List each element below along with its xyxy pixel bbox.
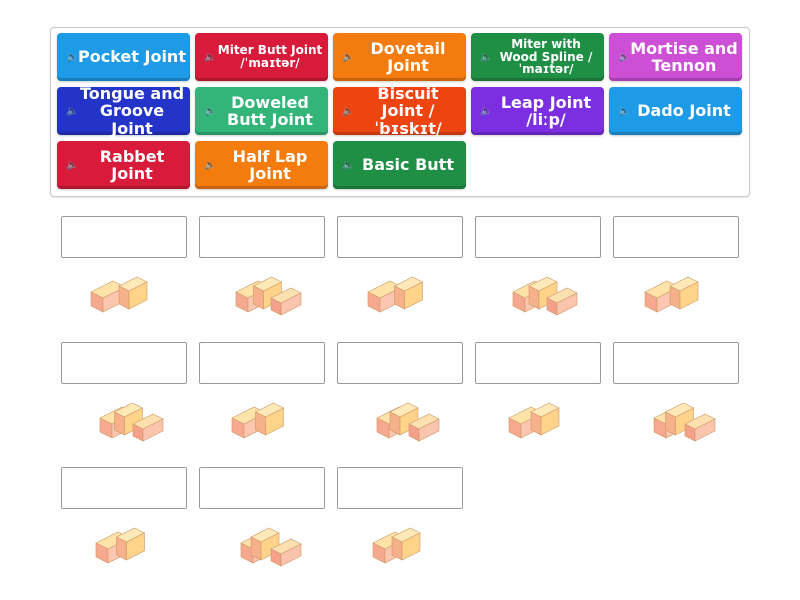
answer-tile[interactable]: 🔈 Half Lap Joint <box>195 141 328 189</box>
speaker-icon[interactable]: 🔈 <box>342 51 355 63</box>
joint-illustration <box>512 276 578 316</box>
joint-illustration <box>90 276 148 313</box>
drop-target[interactable] <box>475 216 601 258</box>
tile-label: Dovetail Joint <box>370 38 446 75</box>
tile-label: Basic Butt <box>362 155 454 175</box>
joint-illustration <box>653 402 716 442</box>
joint-illustration <box>508 402 560 439</box>
tile-label: Rabbet Joint <box>99 146 165 183</box>
drop-target[interactable] <box>337 342 463 384</box>
joint-illustration <box>372 527 421 564</box>
drop-target[interactable] <box>337 216 463 258</box>
drop-target[interactable] <box>199 216 325 258</box>
speaker-icon[interactable]: 🔈 <box>204 105 217 117</box>
speaker-icon[interactable]: 🔈 <box>66 105 79 117</box>
drop-target[interactable] <box>337 467 463 509</box>
speaker-icon[interactable]: 🔈 <box>66 51 79 63</box>
tile-label: Half Lap Joint <box>232 146 308 183</box>
drop-target[interactable] <box>199 467 325 509</box>
answer-tile[interactable]: 🔈 Pocket Joint <box>57 33 190 81</box>
speaker-icon[interactable]: 🔈 <box>66 159 79 171</box>
tile-label: Dado Joint <box>637 101 731 121</box>
answer-tile[interactable]: 🔈 Leap Joint /liːp/ <box>471 87 604 135</box>
answer-tile[interactable]: 🔈 Miter Butt Joint /ˈmaɪtər/ <box>195 33 328 81</box>
drop-target[interactable] <box>613 216 739 258</box>
answer-tile[interactable]: 🔈 Dado Joint <box>609 87 742 135</box>
answer-tile[interactable]: 🔈 Miter with Wood Spline /ˈmaɪtər/ <box>471 33 604 81</box>
tile-label: Pocket Joint <box>78 47 186 67</box>
tile-label: Leap Joint /liːp/ <box>500 92 592 129</box>
answer-tile[interactable]: 🔈 Tongue and Groove Joint <box>57 84 190 138</box>
tile-label: Doweled Butt Joint <box>227 92 313 129</box>
speaker-icon[interactable]: 🔈 <box>618 105 631 117</box>
tile-label: Miter Butt Joint /ˈmaɪtər/ <box>217 43 323 70</box>
drop-target[interactable] <box>61 216 187 258</box>
speaker-icon[interactable]: 🔈 <box>618 51 631 63</box>
speaker-icon[interactable]: 🔈 <box>204 159 217 171</box>
speaker-icon[interactable]: 🔈 <box>204 51 217 63</box>
tile-label: Mortise and Tennon <box>630 38 738 75</box>
answer-tile[interactable]: 🔈 Basic Butt <box>333 141 466 189</box>
tile-label: Biscuit Joint /ˈbɪskɪt/ <box>374 84 442 138</box>
speaker-icon[interactable]: 🔈 <box>342 159 355 171</box>
joint-illustration <box>367 276 424 313</box>
drop-target[interactable] <box>199 342 325 384</box>
speaker-icon[interactable]: 🔈 <box>480 105 493 117</box>
joint-illustration <box>99 402 164 442</box>
answer-tile[interactable]: 🔈 Biscuit Joint /ˈbɪskɪt/ <box>333 84 466 138</box>
joint-illustration <box>231 402 285 439</box>
tile-label: Tongue and Groove Joint <box>79 84 185 138</box>
drop-target[interactable] <box>475 342 601 384</box>
tile-label: Miter with Wood Spline /ˈmaɪtər/ <box>499 36 593 77</box>
joint-illustration <box>95 527 146 564</box>
answer-tile[interactable]: 🔈 Doweled Butt Joint <box>195 87 328 135</box>
speaker-icon[interactable]: 🔈 <box>342 105 355 117</box>
joint-illustration <box>376 402 440 442</box>
answer-tile[interactable]: 🔈 Mortise and Tennon <box>609 33 742 81</box>
answer-tile[interactable]: 🔈 Rabbet Joint <box>57 141 190 189</box>
speaker-icon[interactable]: 🔈 <box>480 51 493 63</box>
joint-illustration <box>235 276 302 316</box>
joint-illustration <box>644 276 699 313</box>
answer-tile[interactable]: 🔈 Dovetail Joint <box>333 33 466 81</box>
drop-target[interactable] <box>61 342 187 384</box>
drop-target[interactable] <box>61 467 187 509</box>
joint-illustration <box>240 527 302 567</box>
drop-target[interactable] <box>613 342 739 384</box>
